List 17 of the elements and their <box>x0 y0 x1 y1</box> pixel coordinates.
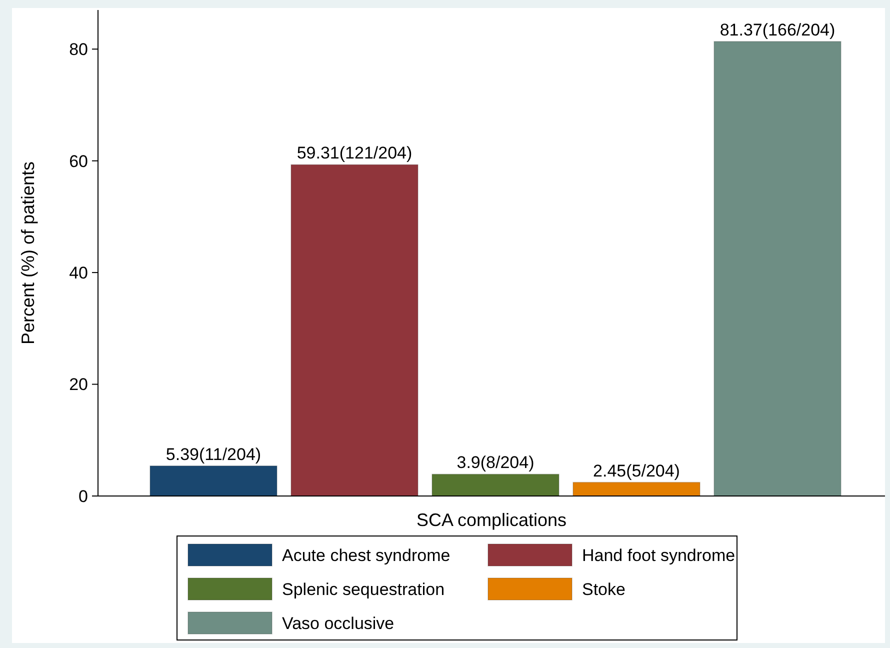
y-tick-label: 20 <box>69 375 88 394</box>
data-label: 2.45(5/204) <box>593 461 680 480</box>
y-axis-title: Percent (%) of patients <box>18 161 38 345</box>
legend-label: Stoke <box>582 580 626 599</box>
data-label: 5.39(11/204) <box>166 444 262 464</box>
y-tick-label: 80 <box>69 40 88 60</box>
legend-label: Splenic sequestration <box>282 580 445 599</box>
y-tick-label: 40 <box>69 264 88 282</box>
data-label: 81.37(166/204) <box>720 20 836 40</box>
y-tick-label: 60 <box>69 152 88 171</box>
data-label: 59.31(121/204) <box>296 144 412 163</box>
x-axis-title: SCA complications <box>416 510 567 530</box>
legend-label: Acute chest syndrome <box>282 546 450 565</box>
legend-label: Hand foot syndrome <box>582 546 736 565</box>
legend-label: Vaso occlusive <box>282 614 394 633</box>
y-tick-label: 0 <box>78 486 88 506</box>
data-label: 3.9(8/204) <box>456 453 534 472</box>
